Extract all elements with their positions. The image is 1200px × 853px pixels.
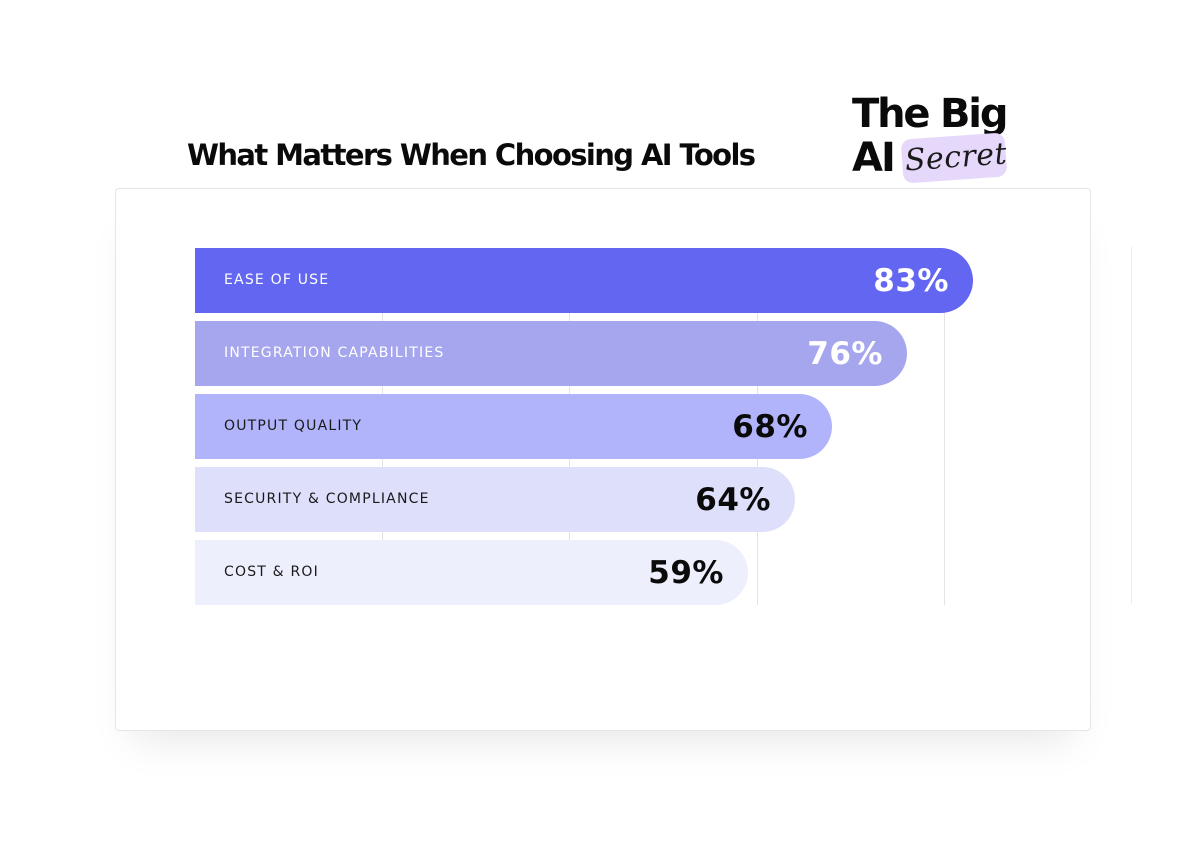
bar: EASE OF USE 83%	[195, 248, 973, 313]
logo-line1: The Big	[852, 91, 1008, 137]
bar: SECURITY & COMPLIANCE 64%	[195, 467, 795, 532]
bar-value-label: 68%	[732, 409, 808, 445]
bar: INTEGRATION CAPABILITIES 76%	[195, 321, 907, 386]
logo-badge-text: Secret	[903, 136, 1009, 179]
bar-label: EASE OF USE	[224, 272, 330, 288]
bar-value-label: 83%	[873, 263, 949, 299]
chart-title: What Matters When Choosing AI Tools	[187, 138, 756, 172]
bar-label: OUTPUT QUALITY	[224, 418, 363, 434]
logo-line2: AI	[852, 135, 896, 181]
side-divider	[1131, 247, 1132, 604]
bar-label: COST & ROI	[224, 564, 319, 580]
bar-value-label: 76%	[807, 336, 883, 372]
brand-logo: The Big AI Secret	[852, 90, 1022, 190]
bar-value-label: 59%	[648, 555, 724, 591]
bar: COST & ROI 59%	[195, 540, 748, 605]
bar-label: SECURITY & COMPLIANCE	[224, 491, 430, 507]
bar-label: INTEGRATION CAPABILITIES	[224, 345, 445, 361]
bar: OUTPUT QUALITY 68%	[195, 394, 832, 459]
gridline	[944, 248, 945, 605]
bar-value-label: 64%	[695, 482, 771, 518]
chart-plot-area: EASE OF USE 83% INTEGRATION CAPABILITIES 76…	[195, 248, 1135, 605]
